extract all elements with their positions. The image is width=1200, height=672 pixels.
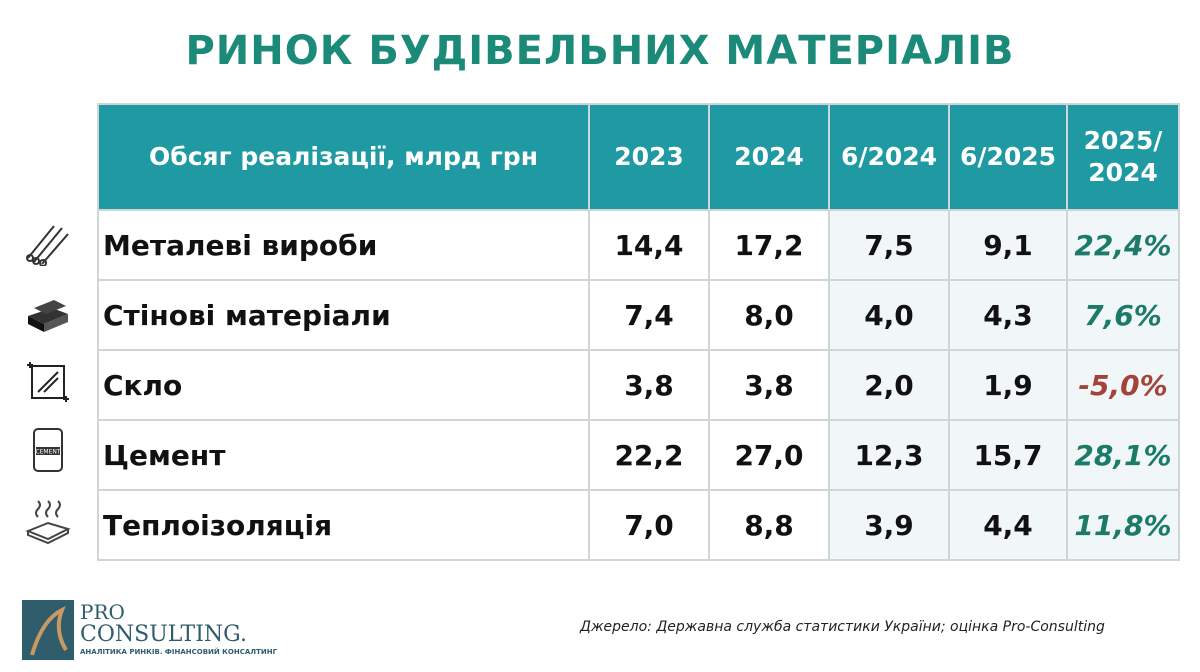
cell: 8,0 xyxy=(708,279,830,351)
cement-icon: CEMENT xyxy=(33,428,63,472)
cell: 15,7 xyxy=(948,419,1068,491)
brick-icon xyxy=(28,300,68,332)
row-label: Теплоізоляція xyxy=(97,489,590,561)
cement-icon-text: CEMENT xyxy=(35,449,60,456)
data-table: Обсяг реалізації, млрд грн 2023 2024 6/2024… xyxy=(97,103,1180,561)
cell: 22,4% xyxy=(1066,209,1180,281)
cell: 22,2 xyxy=(588,419,710,491)
cell: 1,9 xyxy=(948,349,1068,421)
row-label: Скло xyxy=(97,349,590,421)
metal-icon xyxy=(26,225,69,266)
cell: 3,8 xyxy=(588,349,710,421)
cell: 7,5 xyxy=(828,209,950,281)
title: РИНОК БУДІВЕЛЬНИХ МАТЕРІАЛІВ xyxy=(185,28,1015,74)
cell: 17,2 xyxy=(708,209,830,281)
logo-tagline: АНАЛІТИКА РИНКІВ. ФІНАНСОВИЙ КОНСАЛТИНГ xyxy=(80,648,278,656)
table-row: Металеві вироби 14,4 17,2 7,5 9,1 22,4% xyxy=(97,209,1180,281)
cell: 3,9 xyxy=(828,489,950,561)
logo-line2: CONSULTING. xyxy=(80,622,247,647)
table-body: Металеві вироби 14,4 17,2 7,5 9,1 22,4% Стінов… xyxy=(97,209,1180,561)
header-row: Обсяг реалізації, млрд грн 2023 2024 6/2024… xyxy=(97,103,1180,211)
header-cell: 6/2025 xyxy=(948,103,1068,211)
header-cell: 2023 xyxy=(588,103,710,211)
cell: 12,3 xyxy=(828,419,950,491)
cell: 4,4 xyxy=(948,489,1068,561)
header-cell: 2024 xyxy=(708,103,830,211)
glass-icon xyxy=(27,362,69,402)
row-label: Стінові матеріали xyxy=(97,279,590,351)
insulation-icon xyxy=(25,500,71,545)
cell: 3,8 xyxy=(708,349,830,421)
cell: 28,1% xyxy=(1066,419,1180,491)
header-cell: 2025/ 2024 xyxy=(1066,103,1180,211)
table-row: Цемент 22,2 27,0 12,3 15,7 28,1% xyxy=(97,419,1180,491)
header-cell: 6/2024 xyxy=(828,103,950,211)
cell: 4,0 xyxy=(828,279,950,351)
cell: 7,4 xyxy=(588,279,710,351)
header-cell: Обсяг реалізації, млрд грн xyxy=(97,103,590,211)
cell: 9,1 xyxy=(948,209,1068,281)
cell: 7,6% xyxy=(1066,279,1180,351)
source-note: Джерело: Державна служба статистики Укра… xyxy=(580,619,1105,635)
row-label: Цемент xyxy=(97,419,590,491)
table-row: Скло 3,8 3,8 2,0 1,9 -5,0% xyxy=(97,349,1180,421)
logo-mark xyxy=(22,600,74,660)
cell: 11,8% xyxy=(1066,489,1180,561)
table-row: Стінові матеріали 7,4 8,0 4,0 4,3 7,6% xyxy=(97,279,1180,351)
cell: 7,0 xyxy=(588,489,710,561)
cell: 14,4 xyxy=(588,209,710,281)
cell: 4,3 xyxy=(948,279,1068,351)
cell: -5,0% xyxy=(1066,349,1180,421)
cell: 2,0 xyxy=(828,349,950,421)
cell: 27,0 xyxy=(708,419,830,491)
table-row: Теплоізоляція 7,0 8,8 3,9 4,4 11,8% xyxy=(97,489,1180,561)
row-label: Металеві вироби xyxy=(97,209,590,281)
cell: 8,8 xyxy=(708,489,830,561)
logo-line1: PRO xyxy=(80,600,125,624)
